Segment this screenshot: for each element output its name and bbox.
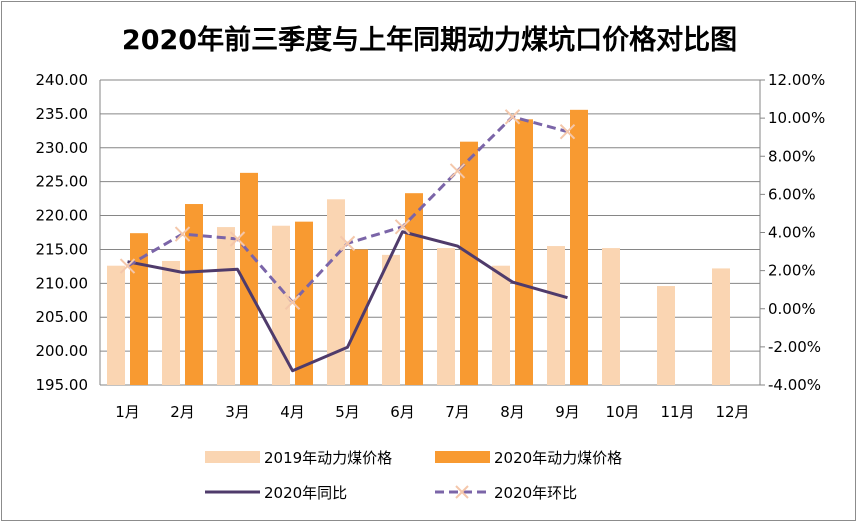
marker-huanbi-3 (229, 231, 246, 247)
y-left-tick-label: 210.00 (36, 274, 89, 292)
bar-2019-2 (162, 260, 180, 385)
bar-2019-6 (382, 254, 400, 385)
y-left-tick-label: 220.00 (36, 207, 89, 225)
bar-2020-3 (240, 172, 258, 385)
y-left-tick-label: 200.00 (36, 342, 89, 360)
legend-swatch-2 (435, 451, 490, 463)
x-tick-label: 3月 (225, 403, 250, 421)
bar-2020-1 (130, 233, 148, 385)
x-tick-label: 1月 (115, 403, 140, 421)
y-right-tick-label: 12.00% (768, 71, 825, 89)
y-right-tick-label: 2.00% (768, 262, 816, 280)
line-tongbi (127, 230, 568, 373)
marker-huanbi-9 (559, 123, 576, 140)
y-right-tick-label: 0.00% (768, 300, 816, 318)
chart-title: 2020年前三季度与上年同期动力煤坑口价格对比图 (121, 25, 738, 56)
x-tick-label: 11月 (660, 403, 694, 421)
bar-2020-2 (185, 204, 203, 385)
bar-2019-1 (107, 265, 125, 385)
marker-huanbi-5 (339, 235, 356, 252)
legend-label-4: 2020年环比 (494, 484, 577, 502)
y-right-tick-label: -2.00% (768, 338, 821, 356)
bar-2019-11 (657, 286, 675, 385)
bar-2019-7 (437, 248, 455, 385)
bar-2019-3 (217, 227, 235, 385)
y-left-tick-label: 205.00 (36, 308, 89, 326)
bar-2019-9 (547, 246, 565, 385)
bar-2019-4 (272, 225, 290, 385)
legend-marker (455, 485, 469, 499)
y-left-tick-label: 225.00 (36, 173, 89, 191)
y-right-tick-label: 6.00% (768, 185, 816, 203)
bar-2019-10 (602, 248, 620, 385)
y-left-tick-label: 235.00 (36, 105, 89, 123)
legend-label-1: 2019年动力煤价格 (264, 449, 392, 467)
y-left-tick-label: 215.00 (36, 240, 89, 258)
bar-2020-5 (350, 249, 368, 385)
legend-label-3: 2020年同比 (264, 484, 347, 502)
marker-huanbi-8 (504, 109, 521, 125)
x-tick-label: 8月 (500, 403, 525, 421)
x-tick-label: 9月 (555, 403, 580, 421)
legend-label-2: 2020年动力煤价格 (494, 449, 622, 467)
marker-huanbi-6 (394, 219, 411, 235)
y-left-tick-label: 240.00 (36, 71, 89, 89)
y-right-tick-label: 10.00% (768, 109, 825, 127)
x-tick-label: 12月 (715, 403, 749, 421)
bar-2020-8 (515, 119, 533, 386)
bar-2020-4 (295, 221, 313, 385)
y-left-tick-label: 195.00 (36, 376, 89, 394)
x-tick-label: 4月 (280, 403, 305, 421)
x-tick-label: 10月 (605, 403, 639, 421)
y-left-tick-label: 230.00 (36, 139, 89, 157)
y-right-tick-label: 4.00% (768, 224, 816, 242)
y-right-tick-label: 8.00% (768, 147, 816, 165)
marker-huanbi-7 (449, 163, 466, 179)
x-tick-label: 5月 (335, 403, 360, 421)
bar-2020-6 (405, 193, 423, 385)
bar-2020-7 (460, 141, 478, 385)
x-tick-label: 7月 (445, 403, 470, 421)
marker-huanbi-2 (174, 226, 191, 242)
x-tick-label: 6月 (390, 403, 415, 421)
bar-2019-8 (492, 265, 510, 385)
legend-swatch-1 (205, 451, 260, 463)
y-right-tick-label: -4.00% (768, 376, 821, 394)
bar-2019-5 (327, 199, 345, 385)
marker-huanbi-4 (284, 294, 301, 310)
bar-2020-9 (570, 109, 588, 386)
x-tick-label: 2月 (170, 403, 195, 421)
marker-huanbi-1 (119, 258, 136, 274)
bar-2019-12 (712, 268, 730, 385)
